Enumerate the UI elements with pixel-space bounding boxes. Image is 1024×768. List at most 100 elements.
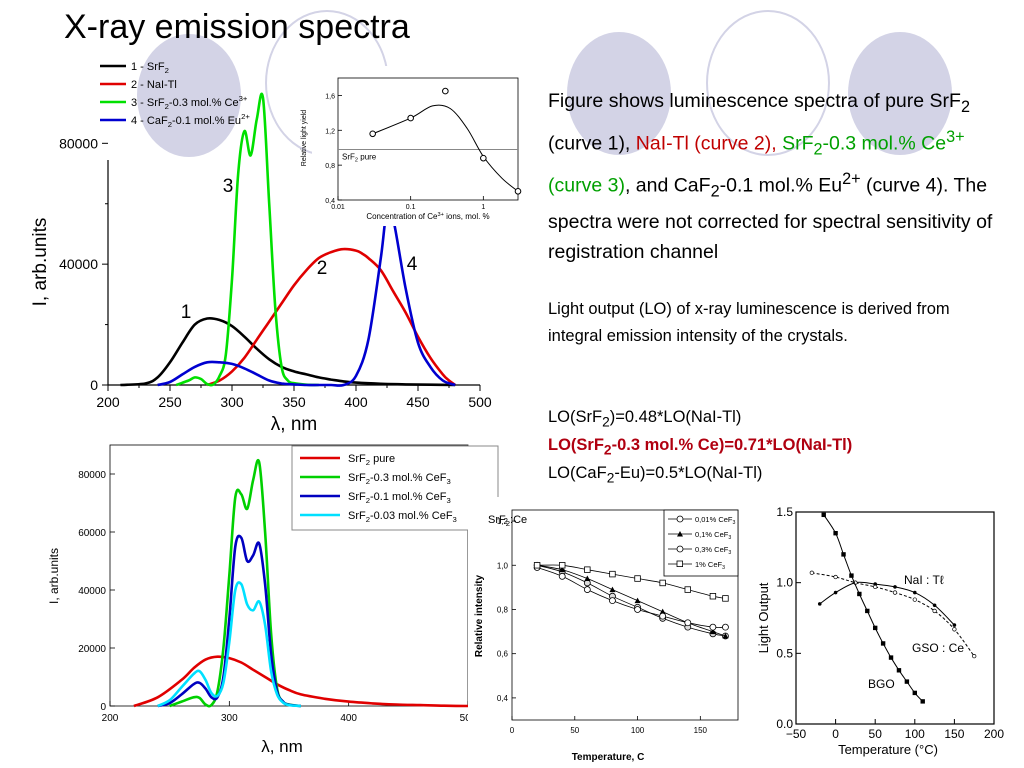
lo-text: LO(SrF: [548, 436, 604, 454]
legend-label: 0,01% CeF3: [695, 515, 736, 526]
data-point: [880, 641, 886, 646]
label-part: 3 - SrF: [131, 97, 165, 109]
light-output-note: Light output (LO) of x-ray luminescence …: [548, 300, 950, 345]
chart-title: SrF2:Ce: [488, 514, 527, 528]
lo-line-3: LO(CaF2-Eu)=0.5*LO(NaI-Tl): [548, 460, 762, 491]
superscript: 2+: [241, 112, 250, 121]
y-tick-label: 1,2: [497, 517, 509, 526]
data-point: [833, 574, 838, 580]
legend-label: 1 - SrF2: [131, 61, 169, 75]
data-point: [634, 597, 641, 604]
data-point: [722, 633, 729, 639]
desc-text: , and CaF: [624, 174, 711, 197]
x-tick-label: 500: [468, 394, 492, 410]
page-title: X-ray emission spectra: [64, 8, 410, 46]
y-tick-label: 0,8: [497, 605, 509, 614]
label-part: -0.3 mol.% CeF: [370, 472, 447, 484]
curve-label: 2: [317, 258, 328, 279]
y-tick-label: 0.5: [776, 646, 793, 660]
label-part: SrF: [488, 514, 506, 526]
x-axis-label: λ, nm: [261, 737, 303, 756]
data-point: [559, 562, 566, 569]
label-part: -0.03 mol.% CeF: [370, 510, 453, 522]
x-tick-label: 100: [631, 726, 645, 735]
data-point: [932, 608, 937, 614]
curve-label: 3: [223, 176, 234, 197]
data-point: [873, 584, 878, 590]
x-tick-label: 250: [158, 394, 182, 410]
series-line-3: [175, 92, 319, 387]
superscript: 3+: [437, 212, 443, 218]
data-point: [684, 586, 691, 593]
label-part: SrF: [348, 472, 366, 484]
x-tick-label: 300: [221, 713, 238, 724]
x-tick-label: 200: [96, 394, 120, 410]
series-line-4: [157, 205, 456, 387]
desc-sup: 3+: [946, 127, 965, 146]
lo-text: -Eu)=0.5*LO(NaI-Tl): [614, 464, 763, 482]
y-tick-label: 1.5: [776, 505, 793, 519]
legend-marker: [676, 515, 684, 523]
data-point: [952, 623, 957, 627]
label-part: SrF: [342, 152, 355, 161]
label-part: SrF: [348, 453, 366, 465]
data-point: [634, 606, 641, 613]
data-point: [583, 586, 591, 593]
series-label: BGO: [868, 677, 895, 691]
subscript: 2: [506, 519, 510, 528]
panel-background: [748, 497, 1024, 768]
y-tick-label: 1.0: [776, 576, 793, 590]
y-axis-label: Relative intensity: [474, 574, 485, 657]
legend-label: SrF2-0.03 mol.% CeF3: [348, 510, 457, 524]
data-point: [609, 597, 616, 605]
legend-label: 3 - SrF2-0.3 mol.% Ce3+: [131, 94, 248, 111]
data-point: [932, 603, 937, 608]
series-line-2: [206, 247, 457, 387]
data-point: [442, 87, 449, 95]
lo-sub: 2: [603, 442, 612, 458]
data-point: [480, 154, 487, 162]
data-point: [709, 593, 717, 600]
series-line-4: [157, 581, 301, 708]
subscript: 2: [165, 66, 169, 75]
data-point: [912, 690, 917, 696]
label-part: pure: [370, 453, 395, 465]
x-tick-label: 350: [282, 394, 306, 410]
x-tick-label: 400: [344, 394, 368, 410]
y-tick-label: 0: [100, 702, 106, 713]
legend-box: [663, 509, 739, 577]
data-point: [659, 612, 667, 620]
curve-label: 1: [181, 302, 192, 323]
y-tick-label: 0,4: [497, 694, 509, 703]
subscript: 2: [355, 157, 358, 163]
data-point: [407, 114, 414, 122]
data-point: [849, 573, 854, 578]
desc-text-green: -0.3 mol.% Ce: [822, 132, 947, 155]
data-point: [722, 623, 729, 631]
decor-circle: [137, 34, 241, 157]
lo-text: LO(SrF: [548, 408, 603, 426]
data-point: [888, 655, 894, 660]
data-point: [609, 586, 616, 593]
label-part: pure: [358, 152, 377, 161]
data-point: [904, 679, 910, 684]
subscript: 3: [733, 520, 736, 526]
label-part: SrF: [348, 491, 366, 503]
data-point: [659, 608, 666, 615]
inset-frame: [337, 77, 519, 201]
y-axis-label: Light Output: [756, 582, 771, 653]
label-part: 2 - NaI-Tl: [131, 79, 177, 91]
data-point: [709, 623, 717, 631]
y-tick-label: 80000: [59, 135, 98, 151]
reference-label: SrF2 pure: [342, 152, 377, 163]
lo-sub: 2: [606, 470, 615, 486]
y-tick-label: 1,6: [325, 93, 335, 100]
label-part: 0,1% CeF: [695, 530, 729, 539]
x-tick-label: 200: [102, 713, 119, 724]
x-axis-label: λ, nm: [271, 414, 317, 435]
legend-label: 1% CeF3: [695, 560, 725, 571]
subscript: 2: [165, 102, 169, 111]
